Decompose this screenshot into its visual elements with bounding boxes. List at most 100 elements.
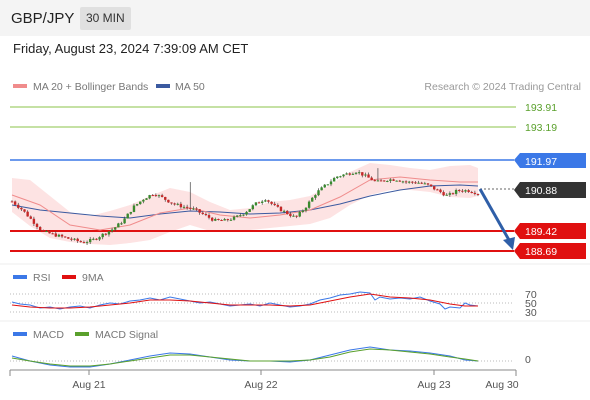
candle-body [217,218,220,221]
candle-body [157,195,161,197]
candle-body [420,182,423,184]
forecast-arrow [478,188,515,250]
candle-body [148,195,151,199]
ma20-legend-swatch [13,84,27,88]
x-tick-aug23: Aug 23 [417,379,450,391]
candle-body [48,231,51,234]
candle-body [70,238,73,240]
candle-body [382,180,386,182]
candle-body [439,189,442,193]
x-axis: Aug 21 Aug 22 Aug 23 Aug 30 [9,369,519,391]
candlestick-series [10,168,480,245]
candle-body [282,210,286,212]
candle-body [329,181,333,185]
candle-body [389,179,392,181]
candle-body [448,193,452,195]
support-label-2: 188.69 [525,246,557,258]
candle-body [239,215,242,217]
candle-body [226,219,229,221]
candle-body [210,217,214,221]
candle-body [126,213,129,219]
candle-body [273,203,276,206]
candle-body [60,234,64,237]
candle-body [17,204,20,208]
last-price-label-box [514,182,586,198]
candle-body [170,202,173,204]
candle-body [95,238,98,240]
ma20-legend-label: MA 20 + Bollinger Bands [33,81,148,93]
candle-body [298,211,301,217]
candle-body [139,201,142,205]
candle-body [429,184,433,187]
rsi-panel: RSI 9MA 70 50 30 [10,272,537,319]
candle-body [398,180,402,182]
candle-body [104,233,108,235]
candle-body [45,231,48,233]
candle-body [248,209,251,212]
candle-body [129,211,133,214]
resistance-label-2: 193.19 [525,122,557,134]
candle-body [20,207,23,210]
candle-body [145,198,148,200]
forecast-arrow-head [503,237,515,250]
rsi-tick-50: 50 [525,298,537,310]
candle-body [364,174,367,176]
candle-body [223,219,226,221]
candle-body [257,202,261,204]
candle-body [357,172,361,174]
candle-body [189,207,192,209]
candle-body [142,199,145,202]
candle-body [411,181,414,183]
candle-body [98,237,101,240]
macd-panel: MACD MACD Signal 0 [10,329,531,368]
candle-body [85,242,89,244]
candle-body [451,193,455,195]
candle-body [245,211,248,215]
candle-body [289,214,292,217]
candle-body [220,220,223,222]
candle-body [401,181,405,183]
candle-body [88,238,92,243]
candle-body [254,202,258,206]
candle-body [326,184,330,186]
timeframe-button[interactable]: 30 MIN [80,7,131,30]
candle-body [195,208,198,210]
candle-body [123,218,126,224]
candle-body [160,195,164,197]
candle-body [232,216,236,220]
candle-body [433,186,436,190]
candle-body [417,182,420,184]
symbol-label: GBP/JPY [11,10,75,27]
candle-body [107,231,111,235]
candle-body [242,214,245,216]
candle-body [270,201,273,204]
candle-body [379,180,383,182]
candle-body [179,203,183,208]
candle-body [436,189,439,191]
candle-body [320,187,323,191]
candle-body [201,212,204,215]
candle-body [395,180,398,182]
candle-body [292,215,295,217]
candle-body [361,172,364,176]
candle-body [317,190,320,196]
candle-body [120,223,123,225]
candle-body [176,203,179,205]
candle-body [407,181,411,183]
candle-body [458,189,461,191]
macd-signal-legend-swatch [75,332,89,336]
rsi-legend-label: RSI [33,272,51,284]
rsi-tick-70: 70 [525,289,537,301]
candle-body [301,210,305,212]
candle-body [214,218,217,221]
candle-body [295,215,298,217]
macd-legend-swatch [13,332,27,336]
candle-body [173,203,176,205]
candle-body [345,173,348,175]
candle-body [414,182,417,184]
candle-body [461,190,464,192]
macd-tick-0: 0 [525,354,531,366]
candle-body [35,223,39,227]
ma50-legend-swatch [156,84,170,88]
